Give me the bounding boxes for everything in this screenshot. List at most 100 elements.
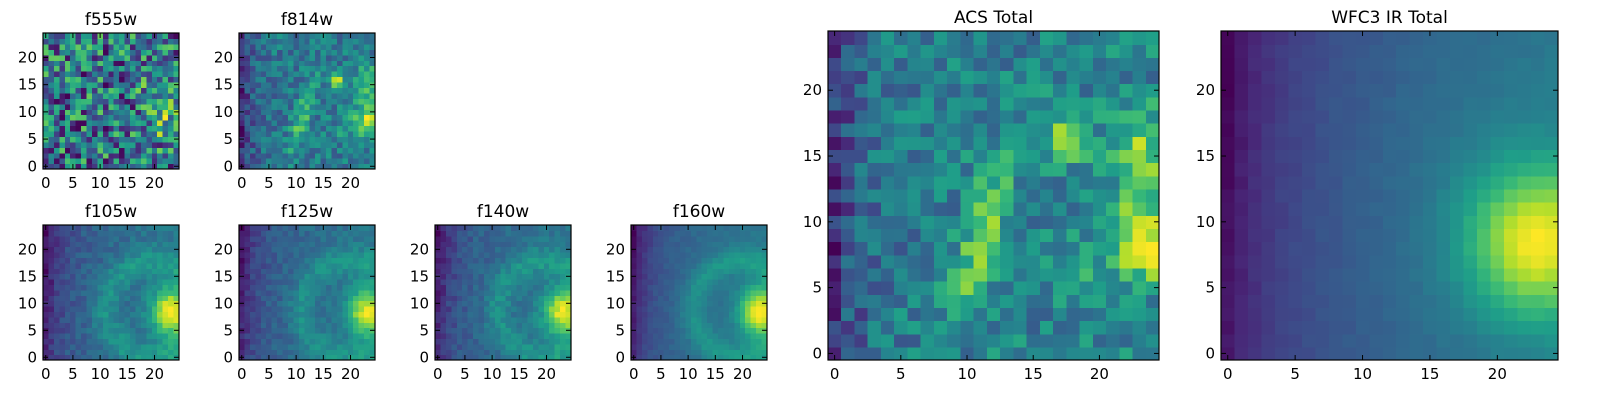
heatmap-cell (451, 252, 458, 258)
heatmap-cell (756, 241, 763, 248)
heatmap-cell (168, 246, 175, 253)
heatmap-cell (960, 294, 975, 308)
heatmap-cell (663, 257, 670, 264)
heatmap-cell (293, 252, 300, 258)
heatmap-cell (1342, 267, 1357, 282)
heatmap-cell (445, 235, 452, 242)
heatmap-cell (97, 235, 104, 242)
heatmap-cell (293, 327, 300, 334)
heatmap-cell (1132, 123, 1147, 137)
heatmap-cell (690, 241, 697, 248)
heatmap-cell (320, 152, 327, 159)
heatmap-cell (947, 149, 961, 164)
heatmap-cell (636, 306, 643, 312)
heatmap-cell (483, 289, 490, 296)
heatmap-cell (48, 158, 55, 165)
heatmap-cell (658, 279, 665, 285)
heatmap-cell (59, 327, 66, 334)
heatmap-cell (53, 33, 60, 40)
heatmap-cell (669, 230, 676, 237)
heatmap-cell (113, 338, 120, 345)
heatmap-cell (81, 87, 88, 94)
heatmap-cell (173, 262, 180, 269)
heatmap-cell (173, 92, 180, 99)
heatmap-cell (532, 262, 539, 269)
heatmap-cell (347, 343, 354, 350)
heatmap-cell (358, 120, 365, 127)
heatmap-cell (244, 87, 251, 94)
heatmap-cell (494, 322, 501, 329)
heatmap-cell (867, 149, 882, 164)
heatmap-cell (674, 279, 681, 285)
heatmap-cell (723, 284, 730, 291)
heatmap-cell (108, 130, 115, 137)
heatmap-cell (326, 65, 333, 72)
heatmap-cell (456, 284, 463, 291)
heatmap-cell (841, 44, 856, 58)
heatmap-cell (854, 281, 869, 295)
heatmap-cell (315, 120, 322, 127)
heatmap-cell (353, 76, 360, 83)
heatmap-cell (489, 262, 496, 269)
heatmap-cell (723, 268, 730, 275)
heatmap-cell (1013, 333, 1028, 348)
heatmap-cell (113, 163, 120, 170)
heatmap-cell (522, 252, 529, 258)
heatmap-cell (64, 338, 71, 345)
heatmap-cell (113, 316, 120, 323)
heatmap-cell (239, 262, 246, 269)
heatmap-cell (1315, 228, 1330, 243)
heatmap-cell (342, 163, 349, 170)
heatmap-cell (462, 333, 469, 339)
heatmap-cell (761, 225, 768, 231)
heatmap-cell (679, 316, 686, 323)
heatmap-cell (287, 343, 294, 350)
heatmap-cell (1247, 254, 1263, 269)
heatmap-cell (631, 252, 638, 258)
heatmap-cell (108, 316, 115, 323)
heatmap-cell (364, 147, 371, 154)
heatmap-cell (271, 273, 278, 280)
heatmap-cell (445, 257, 452, 264)
heatmap-cell (151, 289, 158, 296)
heatmap-cell (1221, 281, 1236, 295)
heatmap-cell (59, 49, 66, 56)
heatmap-cell (1463, 162, 1478, 177)
heatmap-cell (960, 57, 975, 72)
heatmap-cell (1504, 346, 1519, 361)
heatmap-cell (1396, 215, 1411, 229)
heatmap-cell (467, 252, 474, 258)
heatmap-cell (97, 230, 104, 237)
heatmap-cell (631, 257, 638, 264)
heatmap-cell (1463, 281, 1478, 295)
heatmap-cell (500, 252, 507, 258)
heatmap-cell (1026, 294, 1041, 308)
heatmap-cell (1342, 215, 1357, 229)
heatmap-cell (358, 268, 365, 275)
heatmap-cell (636, 235, 643, 242)
heatmap-cell (151, 158, 158, 165)
heatmap-cell (685, 235, 692, 242)
heatmap-cell (309, 87, 316, 94)
heatmap-cell (53, 235, 60, 242)
heatmap-cell (249, 33, 256, 40)
heatmap-cell (304, 327, 311, 334)
heatmap-cell (64, 141, 71, 148)
heatmap-cell (249, 92, 256, 99)
heatmap-cell (658, 311, 665, 318)
heatmap-cell (342, 279, 349, 285)
heatmap-cell (690, 338, 697, 345)
heatmap-cell (947, 333, 961, 348)
heatmap-cell (907, 44, 922, 58)
heatmap-cell (745, 327, 752, 334)
heatmap-cell (309, 300, 316, 307)
heatmap-cell (353, 65, 360, 72)
heatmap-cell (43, 338, 50, 345)
heatmap-cell (342, 33, 349, 40)
heatmap-cell (336, 81, 343, 88)
heatmap-cell (326, 316, 333, 323)
heatmap-cells (435, 225, 572, 361)
heatmap-cell (462, 338, 469, 345)
heatmap-cell (1490, 241, 1505, 256)
heatmap-cell (282, 54, 289, 61)
